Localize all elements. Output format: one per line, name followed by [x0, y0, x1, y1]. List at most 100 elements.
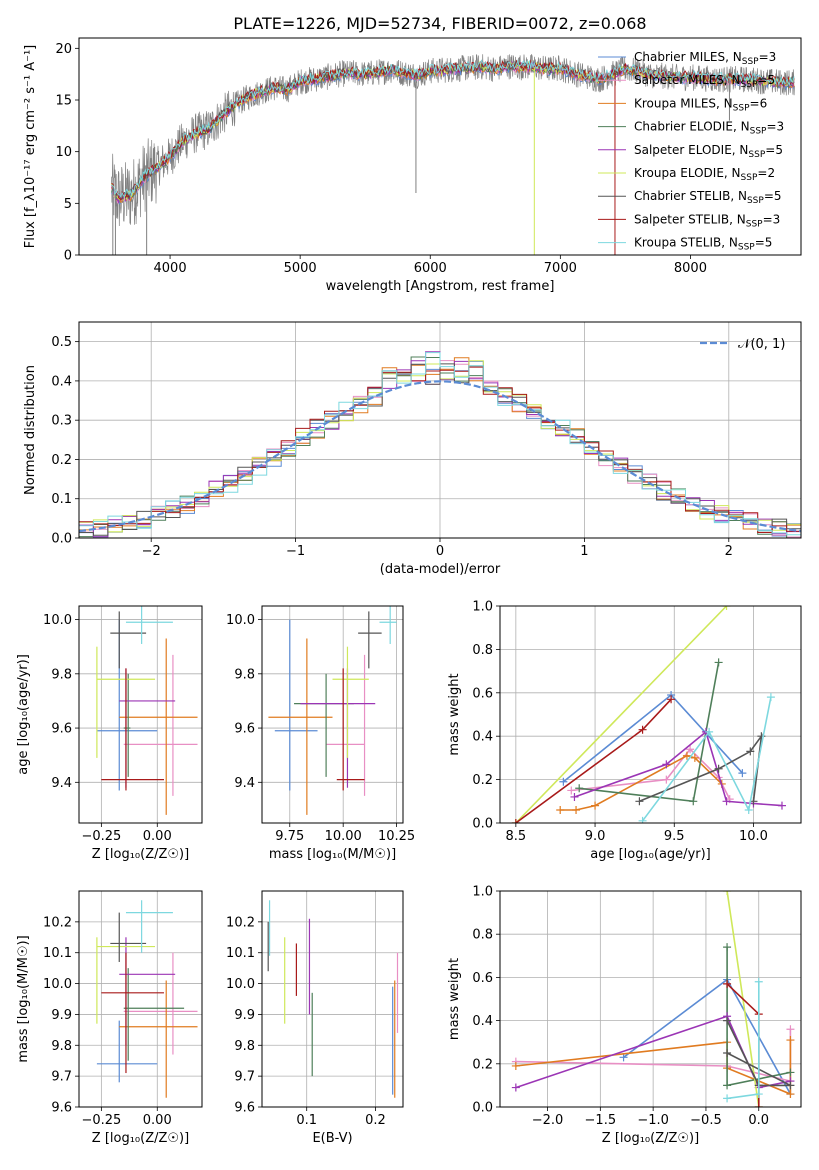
y-tick-label: 0.0 [51, 532, 72, 547]
x-tick-label: 4000 [154, 261, 187, 276]
weight-marker [635, 797, 644, 806]
histogram-salpeter_stelib [79, 366, 801, 538]
weight-marker [746, 747, 755, 756]
x-tick-label: 0 [436, 544, 444, 559]
errorbar-chabrier_miles [96, 619, 158, 791]
errorbars [96, 900, 198, 1098]
weight-marker [777, 801, 786, 810]
weight-marker [638, 725, 647, 734]
y-tick-label: 9.8 [51, 667, 72, 682]
x-tick-label: −2 [142, 544, 161, 559]
y-tick-label: 9.9 [234, 1008, 255, 1023]
legend-label: Chabrier MILES, NSSP=3 [634, 50, 776, 67]
weight-marker [714, 658, 723, 667]
x-tick-label: −1.0 [637, 1113, 669, 1128]
legend-label: Kroupa MILES, NSSP=6 [634, 96, 767, 113]
panel-mass-vs-Z: −0.25 0.00 9.6 9.7 9.8 9.9 10.0 10.1 10.2 Z [log₁… [16, 890, 203, 1146]
errorbar-salpeter_miles [326, 654, 366, 796]
weight-marker [754, 977, 763, 986]
y-tick-label: 0.4 [472, 730, 493, 745]
weight-marker [723, 943, 732, 952]
y-tick-label: 10.0 [43, 977, 72, 992]
weight-marker [723, 891, 732, 895]
weight-marker [714, 764, 723, 773]
weight-marker [722, 606, 731, 610]
x-tick-label: 7000 [544, 261, 577, 276]
y-tick-label: 15 [55, 94, 72, 109]
errorbar-kroupa_stelib [125, 900, 173, 953]
x-tick-label: 0.00 [143, 829, 172, 844]
weight-marker [662, 775, 671, 784]
y-tick-label: 0.2 [472, 1057, 493, 1072]
y-tick-label: 5 [64, 197, 72, 212]
legend-label: Chabrier ELODIE, NSSP=3 [634, 120, 784, 137]
series-kroupa_stelib [723, 977, 763, 1103]
errorbar-salpeter_stelib [336, 668, 365, 791]
x-tick-label: −1.5 [585, 1113, 617, 1128]
axes-frame [499, 890, 802, 1108]
series-kroupa_miles [556, 751, 726, 814]
weight-marker [667, 695, 676, 704]
y-tick-label: 9.7 [234, 1070, 255, 1085]
y-tick-label: 0.5 [51, 335, 72, 350]
x-tick-label: 9.75 [275, 829, 304, 844]
normal-curve [79, 380, 801, 533]
weight-marker [689, 797, 698, 806]
panel-age-vs-Z: −0.25 0.00 9.4 9.6 9.8 10.0 Z [log₁₀(Z/Z☉)] age… [16, 605, 203, 862]
y-tick-label: 9.8 [234, 667, 255, 682]
weight-marker [686, 745, 695, 754]
y-tick-label: 9.6 [234, 1101, 255, 1116]
y-tick-label: 0.8 [472, 928, 493, 943]
weight-marker [766, 693, 775, 702]
series-salpeter_stelib [511, 695, 676, 823]
weight-marker [638, 816, 647, 823]
y-tick-label: 0.2 [51, 453, 72, 468]
y-tick-label: 9.4 [234, 776, 255, 791]
x-tick-label: 1 [580, 544, 588, 559]
weight-marker [723, 1049, 732, 1057]
y-tick-label: 10.0 [226, 613, 255, 628]
weight-marker [705, 727, 714, 736]
x-axis-label: mass [log₁₀(M/M☉)] [269, 847, 396, 862]
weight-marker [572, 805, 581, 814]
errorbar-chabrier_elodie [123, 673, 131, 777]
x-tick-label: 0.1 [296, 1113, 317, 1128]
y-tick-label: 0 [64, 249, 72, 264]
errorbar-kroupa_miles [119, 980, 198, 1098]
weight-marker [556, 805, 565, 814]
errorbar-chabrier_miles [274, 619, 318, 791]
weight-marker [754, 1103, 763, 1107]
legend-label: Kroupa ELODIE, NSSP=2 [634, 166, 775, 183]
y-tick-label: 9.7 [51, 1070, 72, 1085]
panel-age-vs-mass: 9.75 10.00 10.25 9.4 9.6 9.8 10.0 mass [log₁₀(M… [226, 605, 415, 862]
errorbars [96, 606, 198, 815]
errorbar-kroupa_elodie [96, 937, 156, 1024]
y-tick-label: 9.9 [51, 1008, 72, 1023]
weight-marker [786, 1036, 795, 1045]
legend-label: 𝒩(0, 1) [738, 337, 785, 352]
y-axis-label: mass [log₁₀(M/M☉)] [16, 935, 31, 1062]
y-tick-label: 10.2 [226, 915, 255, 930]
weight-marker [567, 786, 576, 795]
residuals-legend: 𝒩(0, 1) [700, 337, 785, 352]
errorbar-salpeter_miles [123, 952, 198, 1055]
x-axis-label: E(B-V) [312, 1131, 352, 1146]
weight-marker [786, 1081, 795, 1090]
y-tick-label: 10.2 [43, 915, 72, 930]
panel-mass-vs-ebv: 0.1 0.2 9.6 9.7 9.8 9.9 10.0 10.1 10.2 E(B-V) [226, 890, 404, 1146]
y-tick-label: 0.3 [51, 414, 72, 429]
y-tick-label: 9.8 [51, 1039, 72, 1054]
weight-line [515, 606, 728, 823]
weight-marker [575, 784, 584, 793]
errorbar-salpeter_stelib [101, 668, 164, 791]
x-tick-label: 0.2 [365, 1113, 386, 1128]
y-axis-label: Normed distribution [23, 365, 38, 495]
x-tick-label: 0.00 [143, 1113, 172, 1128]
errorbar-chabrier_stelib [110, 611, 147, 669]
y-tick-label: 9.6 [51, 1101, 72, 1116]
weight-marker [723, 979, 732, 988]
errorbar-chabrier_miles [96, 1020, 158, 1083]
x-axis-label: wavelength [Angstrom, rest frame] [326, 279, 555, 294]
weight-marker [757, 732, 766, 741]
errorbars [268, 606, 397, 815]
